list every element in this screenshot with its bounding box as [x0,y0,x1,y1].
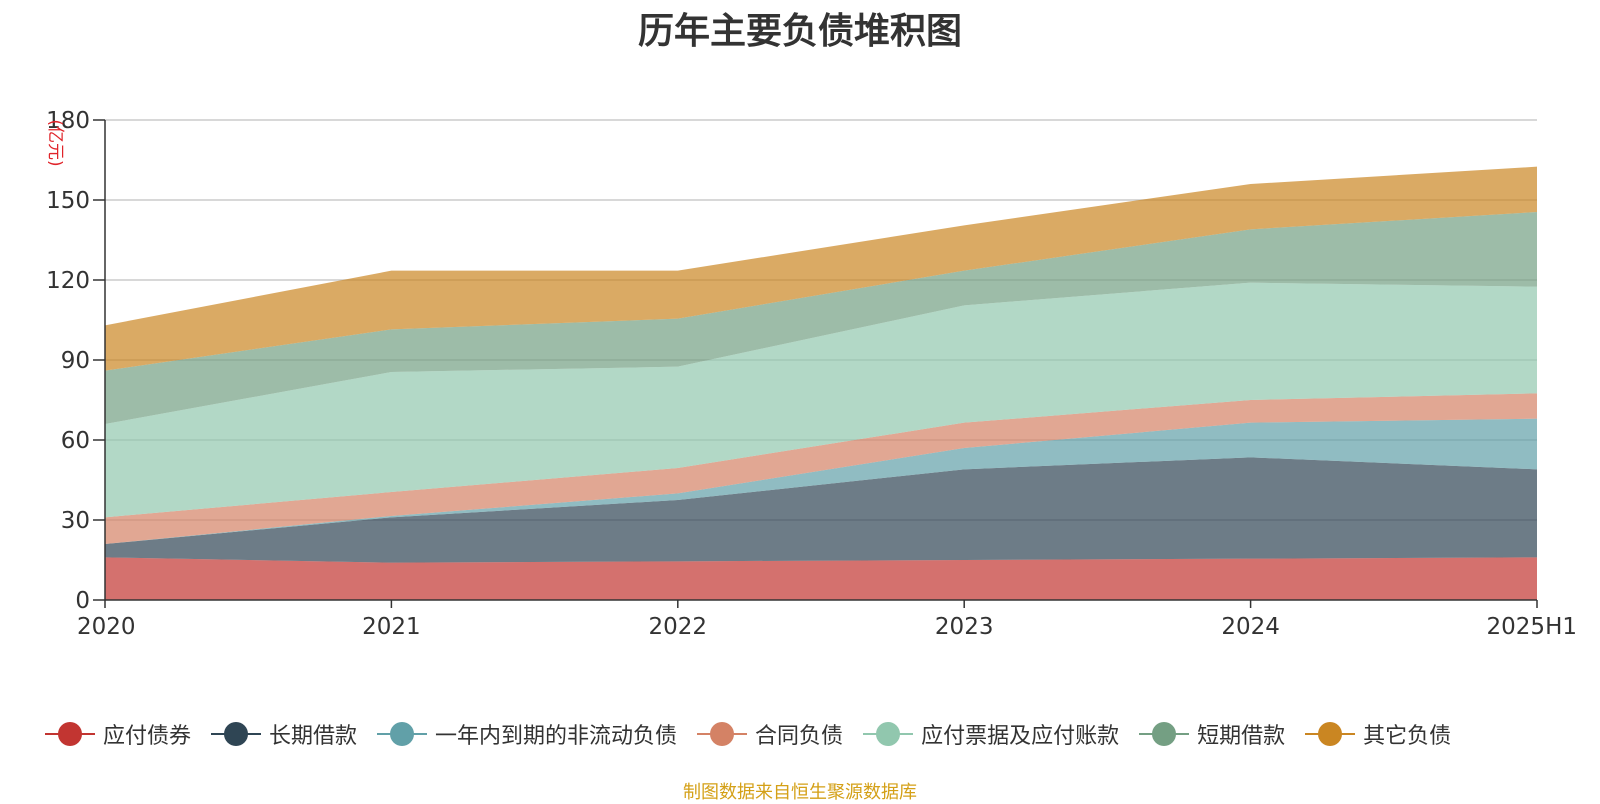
area-其它负债 [105,166,1537,371]
legend-label: 其它负债 [1363,724,1452,749]
axes: 0 30 60 90 120 150 180 2020 2021 2022 2023 2024 2025… [46,108,1577,640]
legend-dot [876,722,901,746]
x-tick-label: 2025H1 [1487,614,1577,640]
x-tick-label: 2023 [935,614,994,640]
legend-marker-icon [697,722,748,746]
y-tick-label: 180 [46,108,90,134]
legend-marker-icon [1305,722,1356,746]
legend-item[interactable]: 应付债券 [45,718,191,750]
legend-item[interactable]: 应付票据及应付账款 [863,718,1119,750]
legend-label: 长期借款 [269,724,358,749]
area-长期借款 [105,457,1537,563]
legend-marker-icon [45,722,95,746]
x-tick-label: 2024 [1221,614,1280,640]
source-note: 制图数据来自恒生聚源数据库 [683,782,917,803]
y-tick-label: 30 [61,508,90,534]
area-一年内到期的非流动负债 [105,418,1537,544]
x-tick-label: 2021 [362,614,421,640]
area-合同负债 [105,393,1537,544]
legend-item[interactable]: 其它负债 [1305,718,1451,750]
legend-marker-icon [863,722,914,746]
legend-item[interactable]: 长期借款 [211,718,357,750]
legend-dot [1152,722,1177,746]
x-tick-label: 2022 [649,614,708,640]
legend-dot [1318,722,1343,746]
legend-dot [224,722,249,746]
y-tick-label: 60 [61,428,90,454]
area-应付债券 [105,557,1537,600]
legend-marker-icon [1139,722,1190,746]
y-unit-label: (亿元) [45,119,65,166]
legend-marker-icon [377,722,428,746]
legend-item[interactable]: 短期借款 [1139,718,1285,750]
stacked-areas [105,166,1537,600]
y-tick-label: 150 [46,188,90,214]
legend-label: 合同负债 [755,724,844,749]
x-tick-label: 2020 [77,614,136,640]
legend-item[interactable]: 一年内到期的非流动负债 [377,718,677,750]
area-短期借款 [105,212,1537,424]
legend-marker-icon [211,722,262,746]
legend-label: 一年内到期的非流动负债 [435,724,678,749]
legend-item[interactable]: 合同负债 [697,718,843,750]
legend-label: 应付票据及应付账款 [921,724,1120,749]
legend-dot [58,722,82,746]
chart-title: 历年主要负债堆积图 [637,11,962,52]
y-tick-label: 90 [61,348,90,374]
legend: 应付债券 长期借款 一年内到期的非流动负债 合同负债 应付票据及应付账款 短期借款 其它负债 [45,718,1471,750]
area-应付票据及应付账款 [105,282,1537,518]
y-tick-label: 120 [46,268,90,294]
legend-dot [710,722,735,746]
legend-label: 应付债券 [103,724,192,749]
y-tick-label: 0 [75,588,90,614]
legend-label: 短期借款 [1197,724,1286,749]
legend-dot [390,722,415,746]
